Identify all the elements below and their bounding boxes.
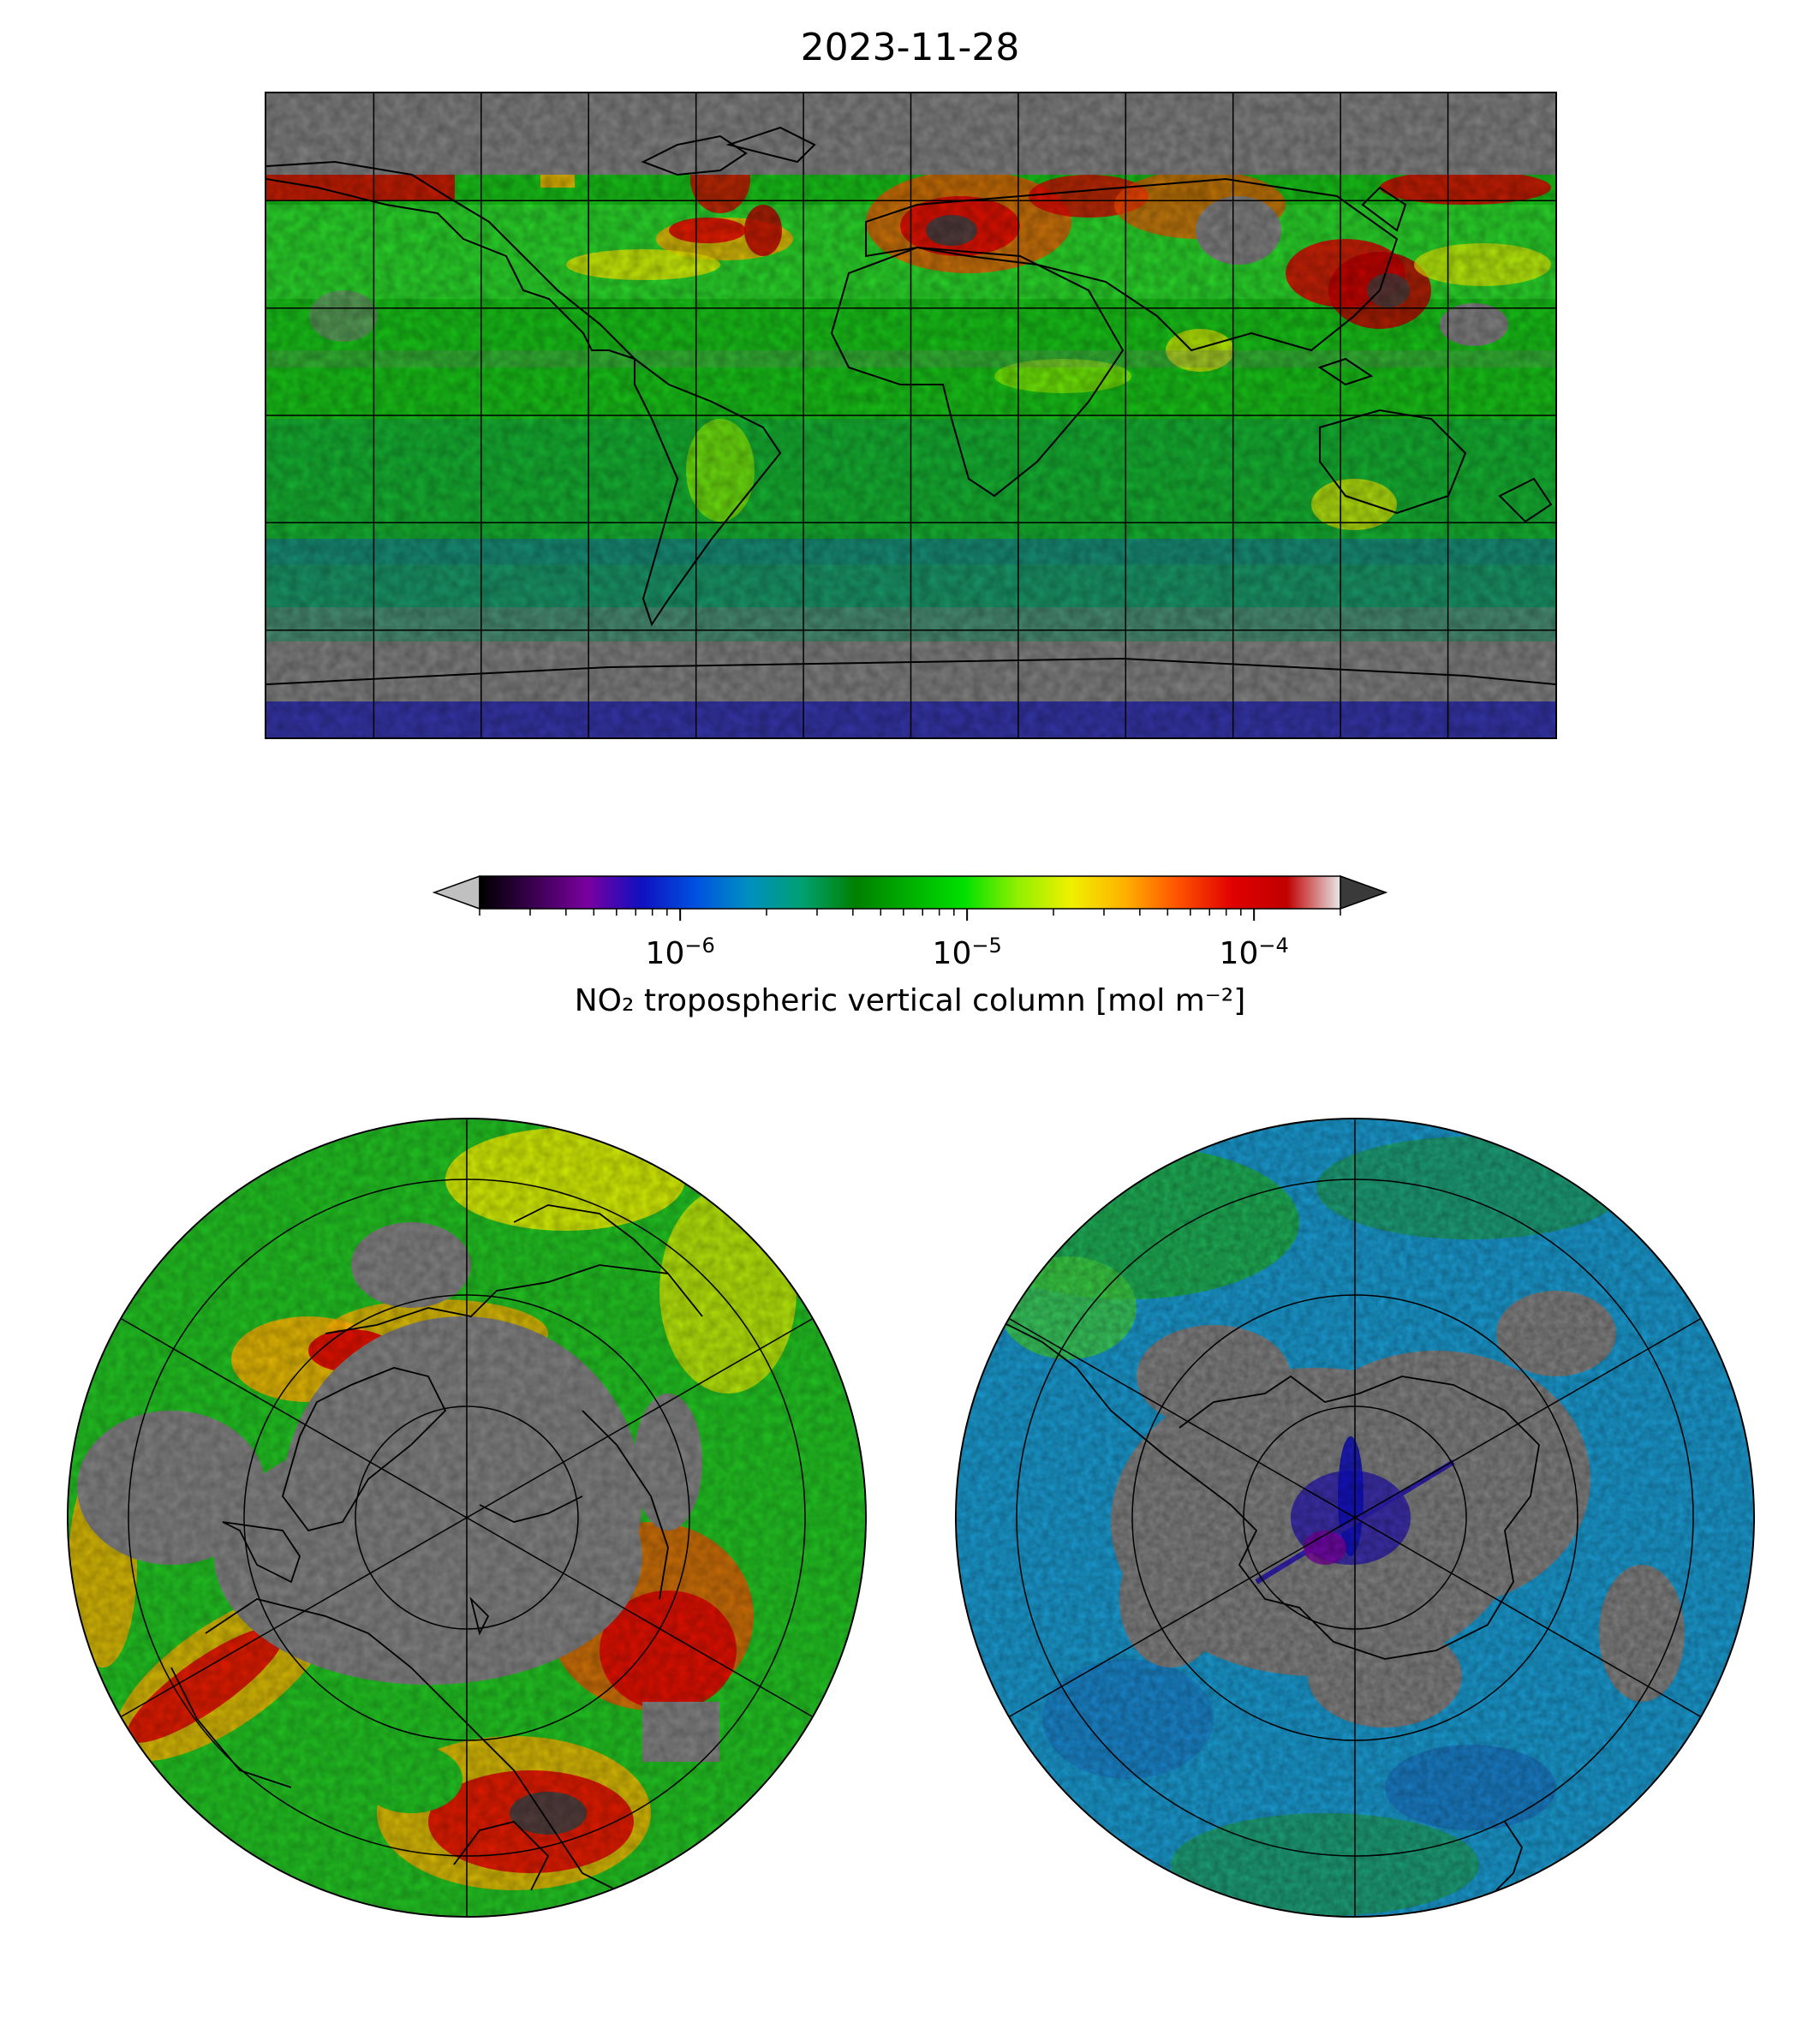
south-polar-canvas [957, 1119, 1753, 1916]
graticule [1009, 1119, 1701, 1916]
colorbar-gradient [479, 875, 1341, 910]
global-map-canvas [266, 93, 1555, 737]
global-map [265, 92, 1557, 739]
coastlines [266, 126, 1555, 685]
graticule [121, 1119, 813, 1916]
colorbar-over-extension [1340, 874, 1387, 910]
colorbar-tick-label: 10−4 [1219, 934, 1289, 971]
colorbar-under-extension [433, 874, 480, 910]
colorbar [433, 869, 1387, 1023]
graticule [266, 93, 1555, 737]
south-polar-map [955, 1118, 1755, 1918]
north-polar-map [67, 1118, 867, 1918]
colorbar-tick-label: 10−5 [932, 934, 1002, 971]
colorbar-label: NO₂ tropospheric vertical column [mol m⁻… [574, 983, 1246, 1018]
coastlines [170, 1204, 703, 1891]
colorbar-tick-label: 10−6 [645, 934, 715, 971]
north-polar-canvas [69, 1119, 865, 1916]
colorbar-svg [433, 874, 1387, 921]
figure-title: 2023-11-28 [800, 26, 1020, 69]
